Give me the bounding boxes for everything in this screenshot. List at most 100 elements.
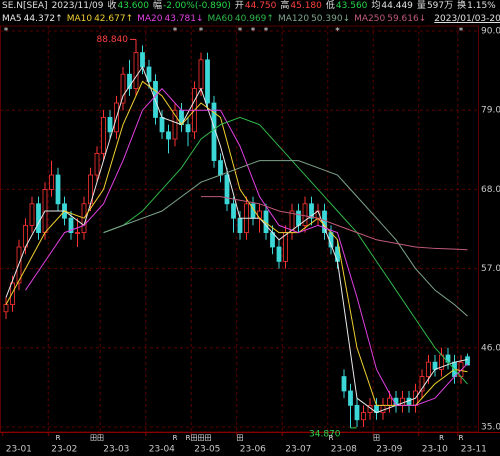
- event-marker: R: [459, 434, 464, 442]
- field-label: 收: [107, 1, 117, 11]
- candle-body: [309, 203, 314, 219]
- quote-field: 高 45.180: [280, 0, 322, 12]
- x-tick-label: 23-04: [149, 445, 175, 455]
- y-tick-label: 79.0: [481, 106, 500, 116]
- x-tick-label: 23-06: [240, 445, 266, 455]
- candle-body: [276, 246, 282, 262]
- candle-body: [348, 390, 353, 406]
- event-marker: 田: [373, 434, 380, 442]
- candle-body: [257, 210, 262, 219]
- event-marker: *: [459, 27, 464, 37]
- candle-body: [302, 203, 308, 226]
- y-tick-label: 46.0: [481, 343, 500, 353]
- field-label: 量: [416, 1, 426, 11]
- ma-line: [201, 196, 468, 251]
- x-tick-label: 23-10: [422, 445, 448, 455]
- quote-field: 换 1.15%: [457, 0, 496, 12]
- candle-body: [400, 397, 405, 406]
- candle-body: [36, 203, 41, 233]
- x-tick-label: 23-07: [285, 445, 311, 455]
- legend-value: 43.781↓: [164, 14, 204, 24]
- y-tick-label: 68.0: [481, 185, 500, 195]
- candle-body: [322, 210, 327, 233]
- event-marker: *: [199, 27, 204, 37]
- field-label: 幅: [152, 1, 162, 11]
- candle-body: [29, 203, 35, 226]
- field-value: 597万: [426, 1, 454, 11]
- quote-field: 收 43.600: [107, 0, 149, 12]
- annotation-label: 88.840: [97, 35, 129, 45]
- candle-body: [101, 117, 106, 154]
- candle-body: [185, 124, 191, 133]
- legend-name: MA5: [2, 14, 22, 24]
- ma-line: [103, 116, 468, 385]
- candle-body: [387, 397, 392, 406]
- candle-body: [159, 117, 165, 133]
- symbol: SE.N[SEA]: [2, 1, 48, 11]
- candle-body: [218, 160, 223, 176]
- legend-entry: MA10 42.677↑: [67, 13, 133, 25]
- candle-body: [107, 117, 113, 133]
- candle-body: [205, 59, 210, 104]
- date: 2023/11/09: [51, 1, 104, 11]
- x-tick-label: 23-11: [461, 445, 487, 455]
- y-tick-label: 90.0: [481, 27, 500, 37]
- field-value: 44.449: [381, 1, 413, 11]
- candle-body: [361, 412, 366, 421]
- legend-value: 59.616↓: [387, 14, 427, 24]
- field-label: 低: [325, 1, 335, 11]
- event-marker: R: [56, 434, 61, 442]
- legend-name: MA120: [277, 14, 310, 24]
- event-marker: R: [439, 434, 444, 442]
- legend-value: 50.390↓: [311, 14, 351, 24]
- quote-field: 低 43.560: [326, 0, 368, 12]
- quote-row: SE.N[SEA] 2023/11/09 收 43.600 幅 -2.00%(-0.8…: [2, 0, 500, 12]
- candle-body: [55, 174, 61, 205]
- candle-body: [140, 52, 145, 68]
- x-tick-label: 23-03: [103, 445, 129, 455]
- event-marker: R: [186, 434, 191, 442]
- quote-field: 幅 -2.00%(-0.890): [153, 0, 231, 12]
- event-marker: *: [264, 27, 269, 37]
- legend-entry: MA120 50.390↓: [278, 13, 350, 25]
- candle-body: [237, 217, 243, 233]
- field-value: 1.15%: [467, 1, 496, 11]
- field-value: 44.750: [244, 1, 277, 11]
- quote-field: 开 44.750: [235, 0, 277, 12]
- x-tick-label: 23-08: [331, 445, 357, 455]
- field-label: 开: [234, 1, 244, 11]
- field-label: 均: [371, 1, 381, 11]
- candle-body: [146, 66, 152, 82]
- quote-field: 量 597万: [417, 0, 453, 12]
- candle-body: [432, 361, 438, 370]
- candle-body: [133, 52, 139, 90]
- x-tick-label: 23-09: [376, 445, 402, 455]
- x-tick-label: 23-01: [6, 445, 32, 455]
- candle-body: [419, 376, 425, 392]
- candle-body: [231, 203, 236, 219]
- date-range: 2023/01/03-2023/11/09(216日): [434, 14, 500, 24]
- candle-body: [10, 282, 15, 305]
- annotation-label: 34.870: [309, 429, 341, 439]
- legend-name: MA250: [354, 14, 386, 24]
- y-tick-label: 35.0: [481, 422, 500, 432]
- candle-body: [354, 404, 360, 421]
- candle-body: [49, 174, 54, 190]
- candle-body: [283, 232, 288, 262]
- event-marker: 田: [237, 434, 244, 442]
- candle-body: [224, 174, 230, 205]
- event-marker: *: [251, 27, 256, 37]
- event-marker: R: [329, 434, 334, 442]
- candle-body: [94, 153, 100, 176]
- legend-entry: MA60 40.969↑: [208, 13, 274, 25]
- candle-body: [172, 109, 178, 140]
- legend-entry: MA250 59.616↓: [354, 13, 426, 25]
- candle-body: [426, 361, 431, 377]
- candle-body: [406, 397, 412, 406]
- legend-entry: MA5 44.372↑: [2, 13, 63, 25]
- candle-body: [127, 73, 132, 90]
- field-label: 换: [457, 1, 467, 11]
- event-marker: *: [173, 27, 178, 37]
